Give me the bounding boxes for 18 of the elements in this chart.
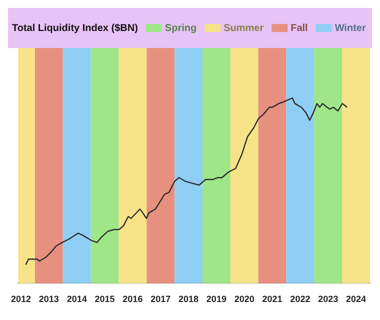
x-tick-label: 2019 xyxy=(206,294,226,304)
x-tick-label: 2023 xyxy=(318,294,338,304)
x-tick-label: 2020 xyxy=(234,294,254,304)
x-tick-label: 2024 xyxy=(346,294,366,304)
legend-label: Summer xyxy=(224,22,264,34)
chart-title: Total Liquidity Index ($BN) xyxy=(12,22,138,34)
x-tick-label: 2014 xyxy=(66,294,87,304)
x-tick-label: 2017 xyxy=(150,294,171,304)
x-tick-label: 2016 xyxy=(122,294,143,304)
x-tick-label: 2015 xyxy=(94,294,115,304)
x-tick-label: 2013 xyxy=(38,294,59,304)
x-tick-label: 2021 xyxy=(262,294,282,304)
legend-label: Fall xyxy=(290,22,308,34)
x-tick-label: 2022 xyxy=(290,294,310,304)
x-tick-label: 2018 xyxy=(178,294,199,304)
legend-label: Winter xyxy=(334,22,366,34)
legend-label: Spring xyxy=(164,22,197,34)
x-tick-label: 2012 xyxy=(10,294,32,304)
